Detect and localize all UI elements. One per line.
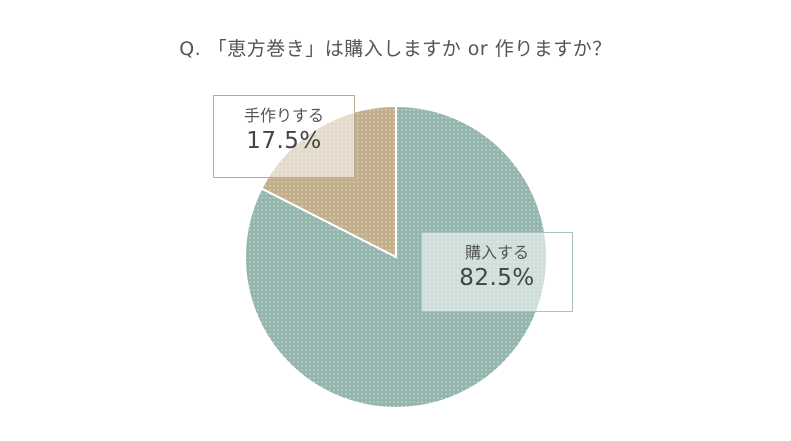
slice-label-homemade: 手作りする 17.5% [213,95,355,178]
slice-value-label: 17.5% [246,128,322,154]
slice-value-label: 82.5% [459,265,535,291]
slice-label-text: 購入する [464,243,529,262]
chart-title: Q. 「恵方巻き」は購入しますか or 作りますか？ [179,38,612,60]
slice-label-text: 手作りする [243,106,324,125]
slice-label-purchase: 購入する 82.5% [421,232,573,312]
pie-slice-texture [261,106,396,257]
